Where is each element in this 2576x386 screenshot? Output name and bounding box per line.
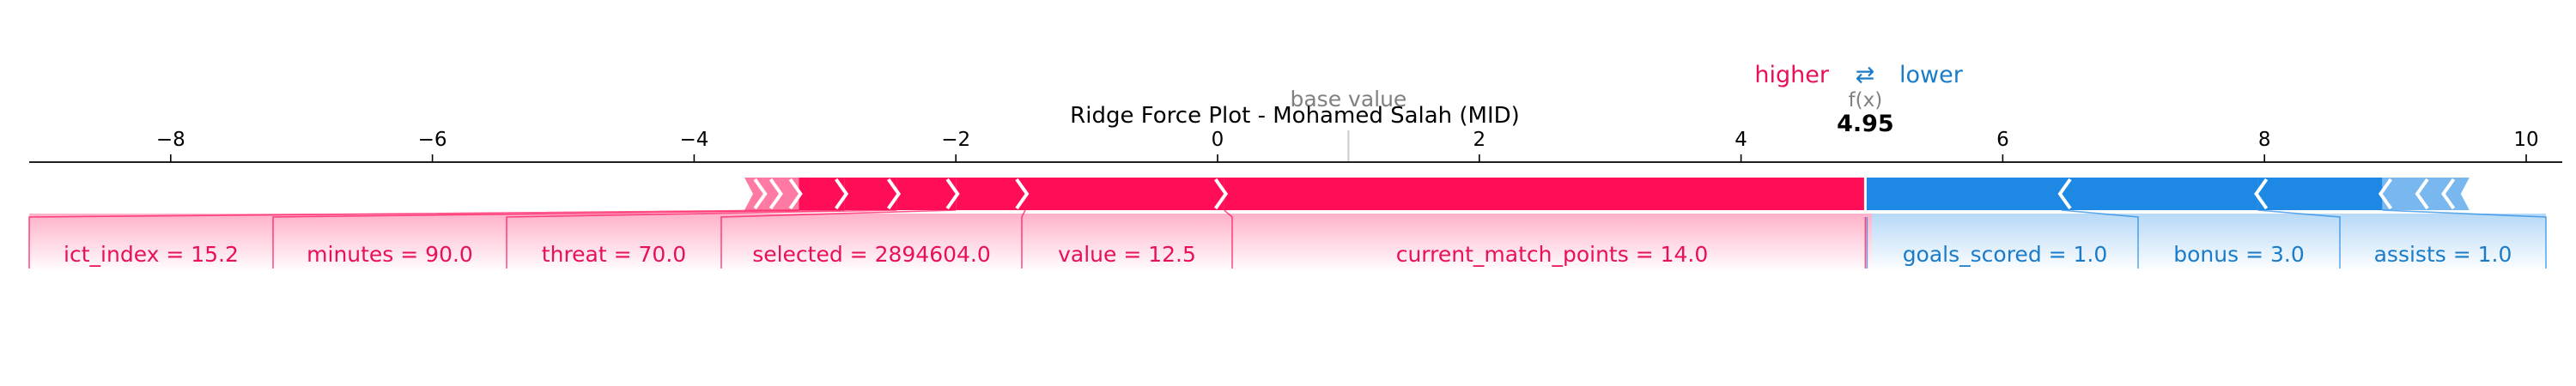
positive-bar-4 (844, 178, 897, 210)
fx-label: f(x) (1849, 89, 1883, 112)
legend-arrow-icon: ⇄ (1856, 62, 1875, 88)
negative-feature-label-2: assists = 1.0 (2374, 242, 2512, 267)
negative-sep-1 (2057, 178, 2072, 210)
negative-connector-1 (2257, 209, 2341, 268)
x-tick-label-7: 6 (1996, 129, 2009, 151)
positive-connector-5 (28, 209, 799, 268)
x-tick-label-9: 10 (2513, 129, 2538, 151)
label-connectors (28, 209, 2547, 268)
x-tick-label-5: 2 (1473, 129, 1485, 151)
negative-label-band (1872, 214, 2546, 272)
negative-bar-2 (2257, 178, 2383, 210)
positive-feature-label-3: threat = 70.0 (542, 242, 686, 267)
negative-sep-3 (2378, 178, 2392, 210)
positive-feature-label-1: value = 12.5 (1058, 242, 1196, 267)
positive-bar-2 (956, 178, 1025, 210)
positive-sep-4 (835, 178, 849, 210)
fx-value: 4.95 (1837, 111, 1894, 137)
negative-bar-1 (2061, 178, 2258, 210)
label-backgrounds (29, 214, 2546, 272)
negative-bar-4 (2419, 178, 2445, 210)
legend: higher ⇄ lower (1754, 62, 1963, 88)
x-axis-ticks: −8 −6 −4 −2 0 2 4 6 8 10 (156, 129, 2539, 162)
positive-sep-1 (1015, 178, 1030, 210)
negative-sep-2 (2254, 178, 2269, 210)
positive-feature-label-4: minutes = 90.0 (307, 242, 473, 267)
positive-label-band (29, 214, 1872, 272)
negative-connector-0 (2061, 209, 2139, 268)
positive-sep-3 (886, 178, 902, 210)
positive-sep-7 (753, 178, 768, 210)
negative-feature-label-0: goals_scored = 1.0 (1903, 242, 2108, 267)
negative-bar-5 (2445, 178, 2470, 210)
positive-feature-label-2: selected = 2894604.0 (752, 242, 991, 267)
positive-bar-3 (896, 178, 957, 210)
negative-bar-3 (2382, 178, 2420, 210)
feature-labels: current_match_points = 14.0 value = 12.5 s… (64, 242, 2512, 267)
force-bars (744, 178, 2470, 210)
negative-sep-5 (2441, 178, 2456, 210)
positive-connector-1 (1021, 209, 1026, 268)
x-tick-label-6: 4 (1735, 129, 1747, 151)
chart-title: Ridge Force Plot - Mohamed Salah (MID) (1070, 103, 1520, 129)
x-tick-label-0: −8 (156, 129, 185, 151)
positive-feature-label-5: ict_index = 15.2 (64, 242, 239, 267)
x-tick-label-2: −4 (679, 129, 708, 151)
legend-higher: higher (1754, 62, 1829, 88)
positive-sep-2 (945, 178, 960, 210)
positive-connector-0 (1224, 209, 1233, 268)
positive-feature-label-0: current_match_points = 14.0 (1396, 242, 1709, 267)
base-value-label: base value (1290, 87, 1406, 112)
positive-sep-0 (1213, 178, 1229, 210)
positive-sep-5 (788, 178, 803, 210)
x-tick-label-4: 0 (1212, 129, 1224, 151)
negative-feature-label-1: bonus = 3.0 (2173, 242, 2304, 267)
x-tick-label-8: 8 (2258, 129, 2271, 151)
positive-connector-3 (506, 209, 897, 268)
x-tick-label-1: −6 (418, 129, 447, 151)
positive-sep-6 (769, 178, 783, 210)
positive-bar-1 (1024, 178, 1224, 210)
negative-sep-4 (2415, 178, 2429, 210)
negative-connector-2 (2382, 209, 2547, 268)
positive-connector-4 (272, 209, 845, 268)
positive-connector-2 (720, 209, 957, 268)
positive-bar-0 (1224, 178, 1866, 210)
x-tick-label-3: −2 (941, 129, 970, 151)
positive-bar-8 (744, 178, 764, 210)
negative-bar-0 (1865, 178, 2062, 210)
positive-bar-5 (799, 178, 845, 210)
legend-lower: lower (1899, 62, 1964, 88)
